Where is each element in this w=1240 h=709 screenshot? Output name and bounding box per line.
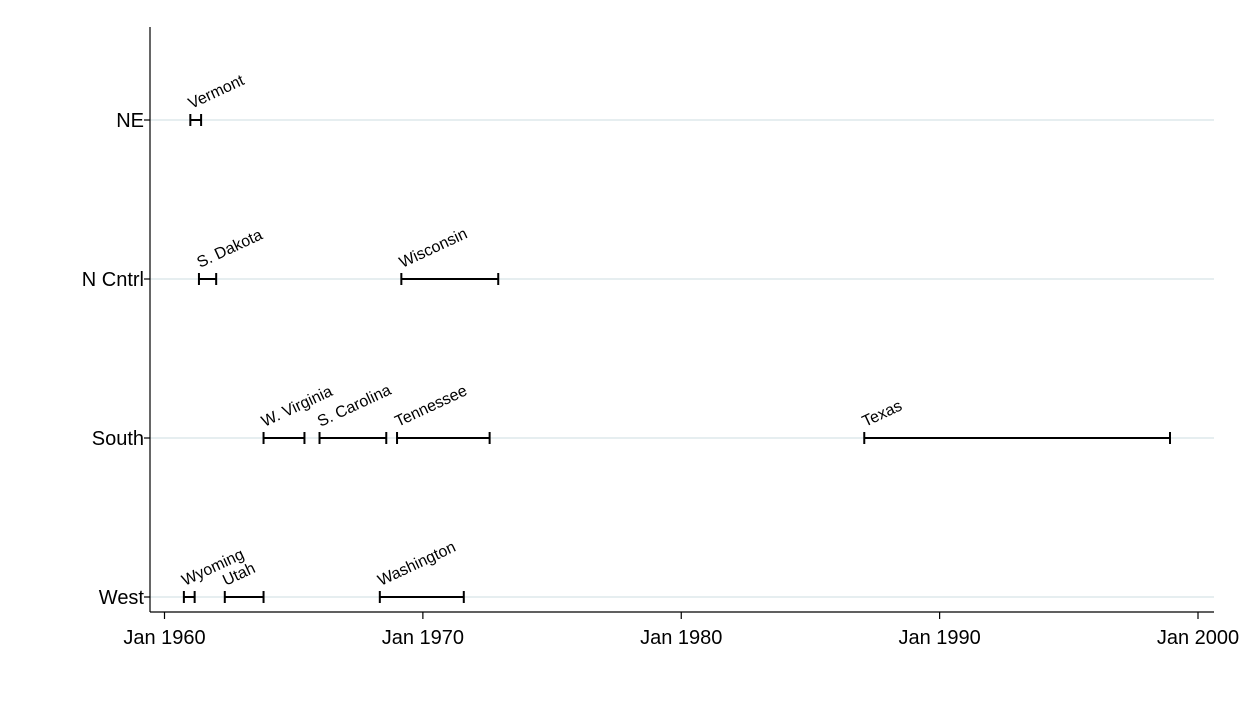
range-bar-label: Texas xyxy=(860,398,905,431)
y-tick-label: South xyxy=(92,428,144,450)
range-bar-label: Tennessee xyxy=(393,382,470,430)
y-tick-label: N Cntrl xyxy=(82,269,144,291)
range-bar: Tennessee xyxy=(393,382,491,444)
x-tick-label: Jan 1970 xyxy=(382,627,464,649)
range-bar: Texas xyxy=(860,398,1172,444)
x-tick-label: Jan 1960 xyxy=(123,627,205,649)
range-bar: S. Dakota xyxy=(194,226,265,285)
range-bar-label: Vermont xyxy=(186,72,248,113)
y-tick-label: West xyxy=(99,587,145,609)
range-bar-label: Wisconsin xyxy=(397,225,470,271)
x-tick-label: Jan 1990 xyxy=(898,627,980,649)
range-bar-label: S. Dakota xyxy=(194,226,265,271)
range-bar: Wisconsin xyxy=(397,225,500,285)
x-tick-label: Jan 2000 xyxy=(1157,627,1239,649)
range-bar-label: Washington xyxy=(375,539,458,590)
x-tick-label: Jan 1980 xyxy=(640,627,722,649)
gridlines xyxy=(150,119,1214,598)
range-bar: Vermont xyxy=(186,72,248,126)
range-bar: Washington xyxy=(375,539,465,603)
y-axis-ticks: NE N Cntrl South West xyxy=(82,110,150,609)
y-tick-label: NE xyxy=(116,110,144,132)
x-axis-ticks: Jan 1960 Jan 1970 Jan 1980 Jan 1990 Jan 2000 xyxy=(123,612,1239,649)
